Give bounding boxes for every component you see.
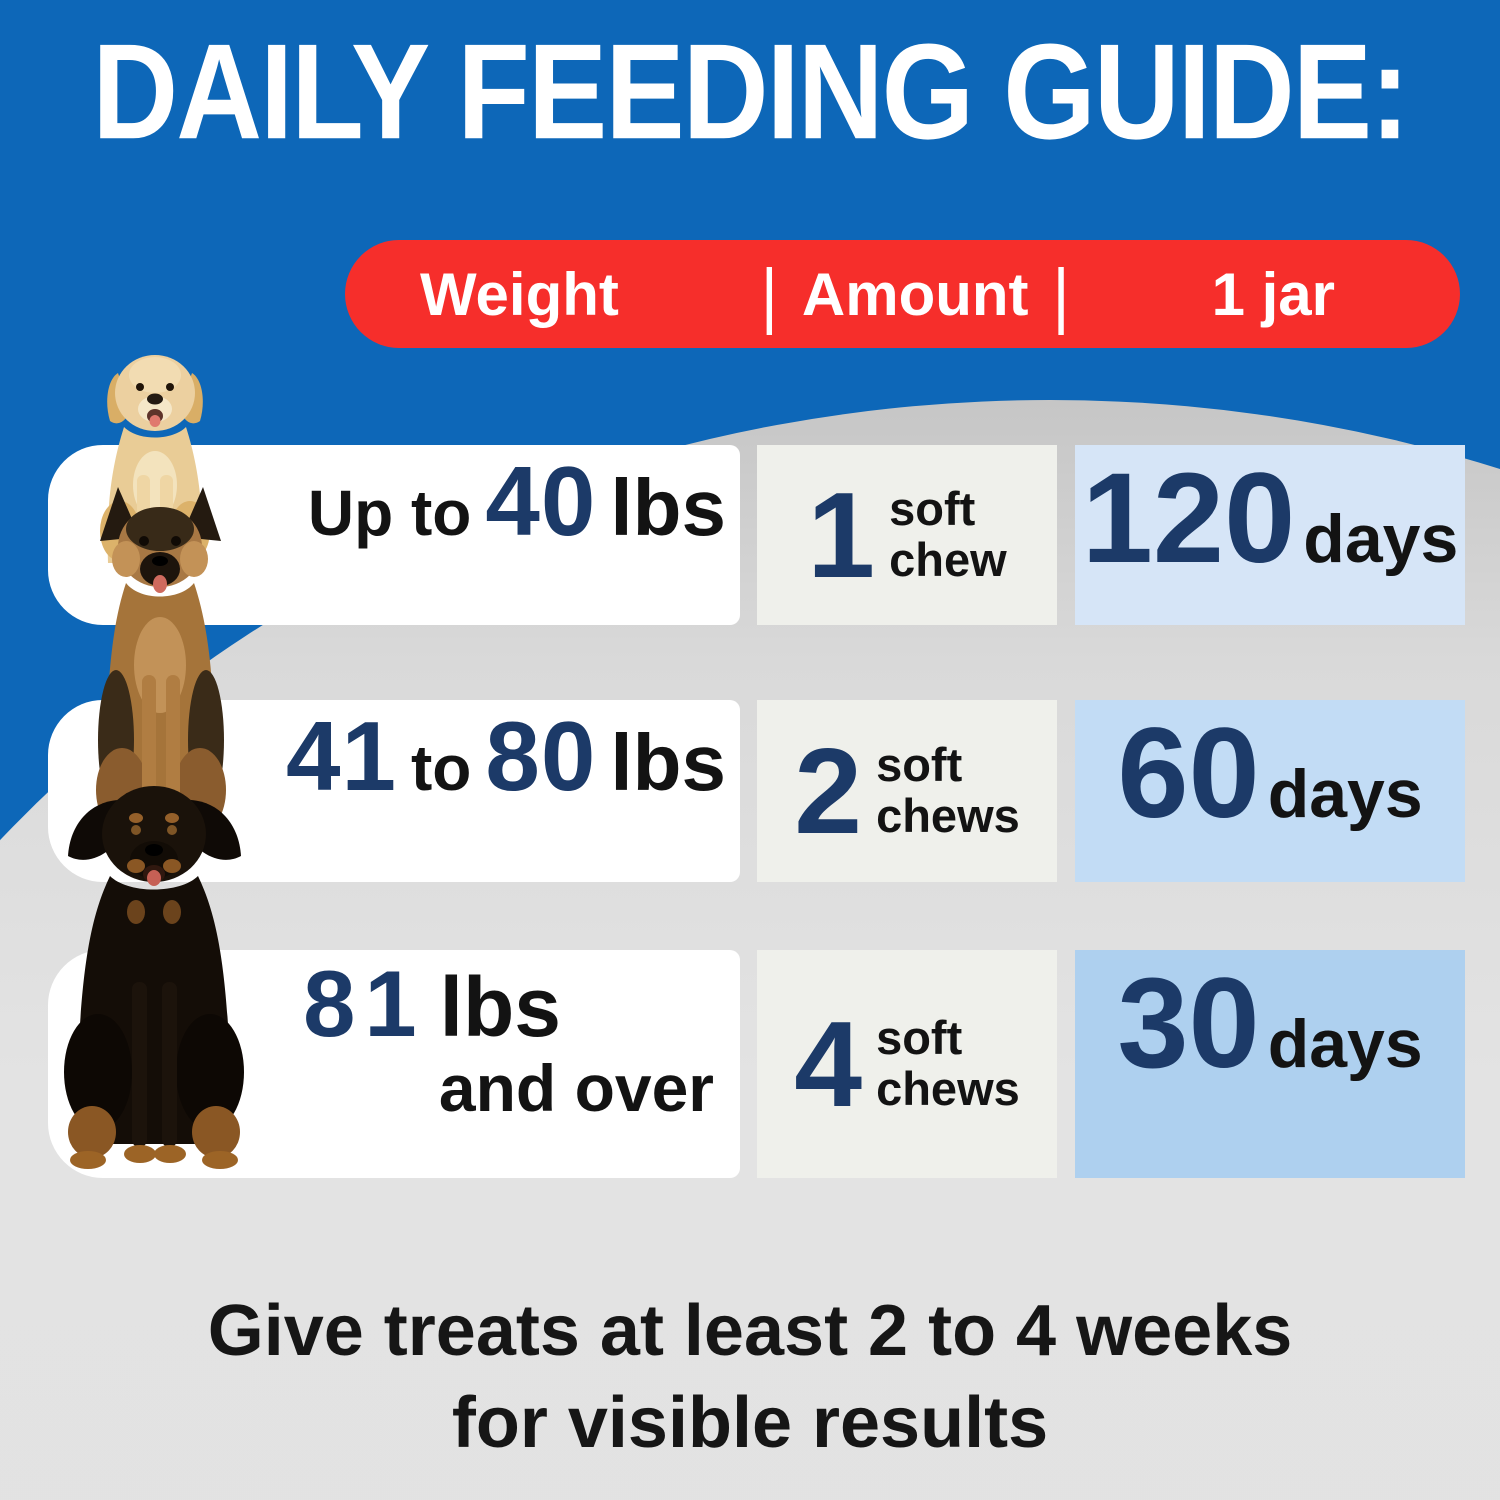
black-and-tan-dog-photo (64, 786, 244, 1169)
weight-unit: lbs (610, 718, 726, 807)
amount-cell: 4 soft chews (757, 950, 1057, 1178)
weight-unit: lbs (439, 960, 561, 1054)
amount-unit: soft chews (876, 1011, 1020, 1115)
duration-cell: 30 days (1075, 950, 1465, 1178)
header-weight: Weight (420, 260, 619, 328)
amount-value: 2 (794, 723, 863, 859)
header-amount-group: | Amount | (761, 253, 1070, 334)
weight-value: 40 (485, 446, 597, 556)
header-jar: 1 jar (1211, 260, 1335, 328)
weight-to-word: to (410, 732, 472, 804)
weight-value: 81 (303, 951, 426, 1056)
weight-qualifier: and over (438, 1051, 714, 1125)
german-shepherd-photo (96, 487, 226, 849)
header-amount: Amount (801, 260, 1029, 328)
weight-prefix: Up to (307, 477, 472, 549)
table-header-pill: Weight | Amount | 1 jar (345, 240, 1460, 348)
amount-unit: soft chew (889, 482, 1007, 586)
duration-value: 120 (1081, 447, 1296, 590)
duration-value: 30 (1117, 952, 1260, 1095)
footer-note: Give treats at least 2 to 4 weeks for vi… (0, 1285, 1500, 1469)
weight-unit: lbs (610, 463, 726, 552)
footer-line-1: Give treats at least 2 to 4 weeks (207, 1291, 1293, 1371)
duration-cell: 60 days (1075, 700, 1465, 882)
weight-from: 41 (285, 701, 397, 811)
duration-value: 60 (1117, 702, 1260, 845)
duration-unit: days (1267, 756, 1423, 832)
amount-cell: 2 soft chews (757, 700, 1057, 882)
feeding-row-small-dog: Up to 40 lbs 1 soft chew 120 days (0, 445, 1500, 625)
amount-value: 4 (794, 996, 863, 1132)
footer-line-2: for visible results (451, 1383, 1049, 1464)
page-title: DAILY FEEDING GUIDE: (92, 16, 1409, 168)
weight-two-lines: 81 lbs and over (297, 950, 726, 1126)
amount-unit: soft chews (876, 738, 1020, 842)
header-separator-left: | (760, 253, 778, 335)
duration-unit: days (1267, 1006, 1423, 1082)
header-separator-right: | (1052, 253, 1070, 335)
weight-to: 80 (485, 701, 597, 811)
duration-unit: days (1303, 501, 1459, 577)
amount-value: 1 (807, 467, 876, 603)
duration-cell: 120 days (1075, 445, 1465, 625)
amount-cell: 1 soft chew (757, 445, 1057, 625)
